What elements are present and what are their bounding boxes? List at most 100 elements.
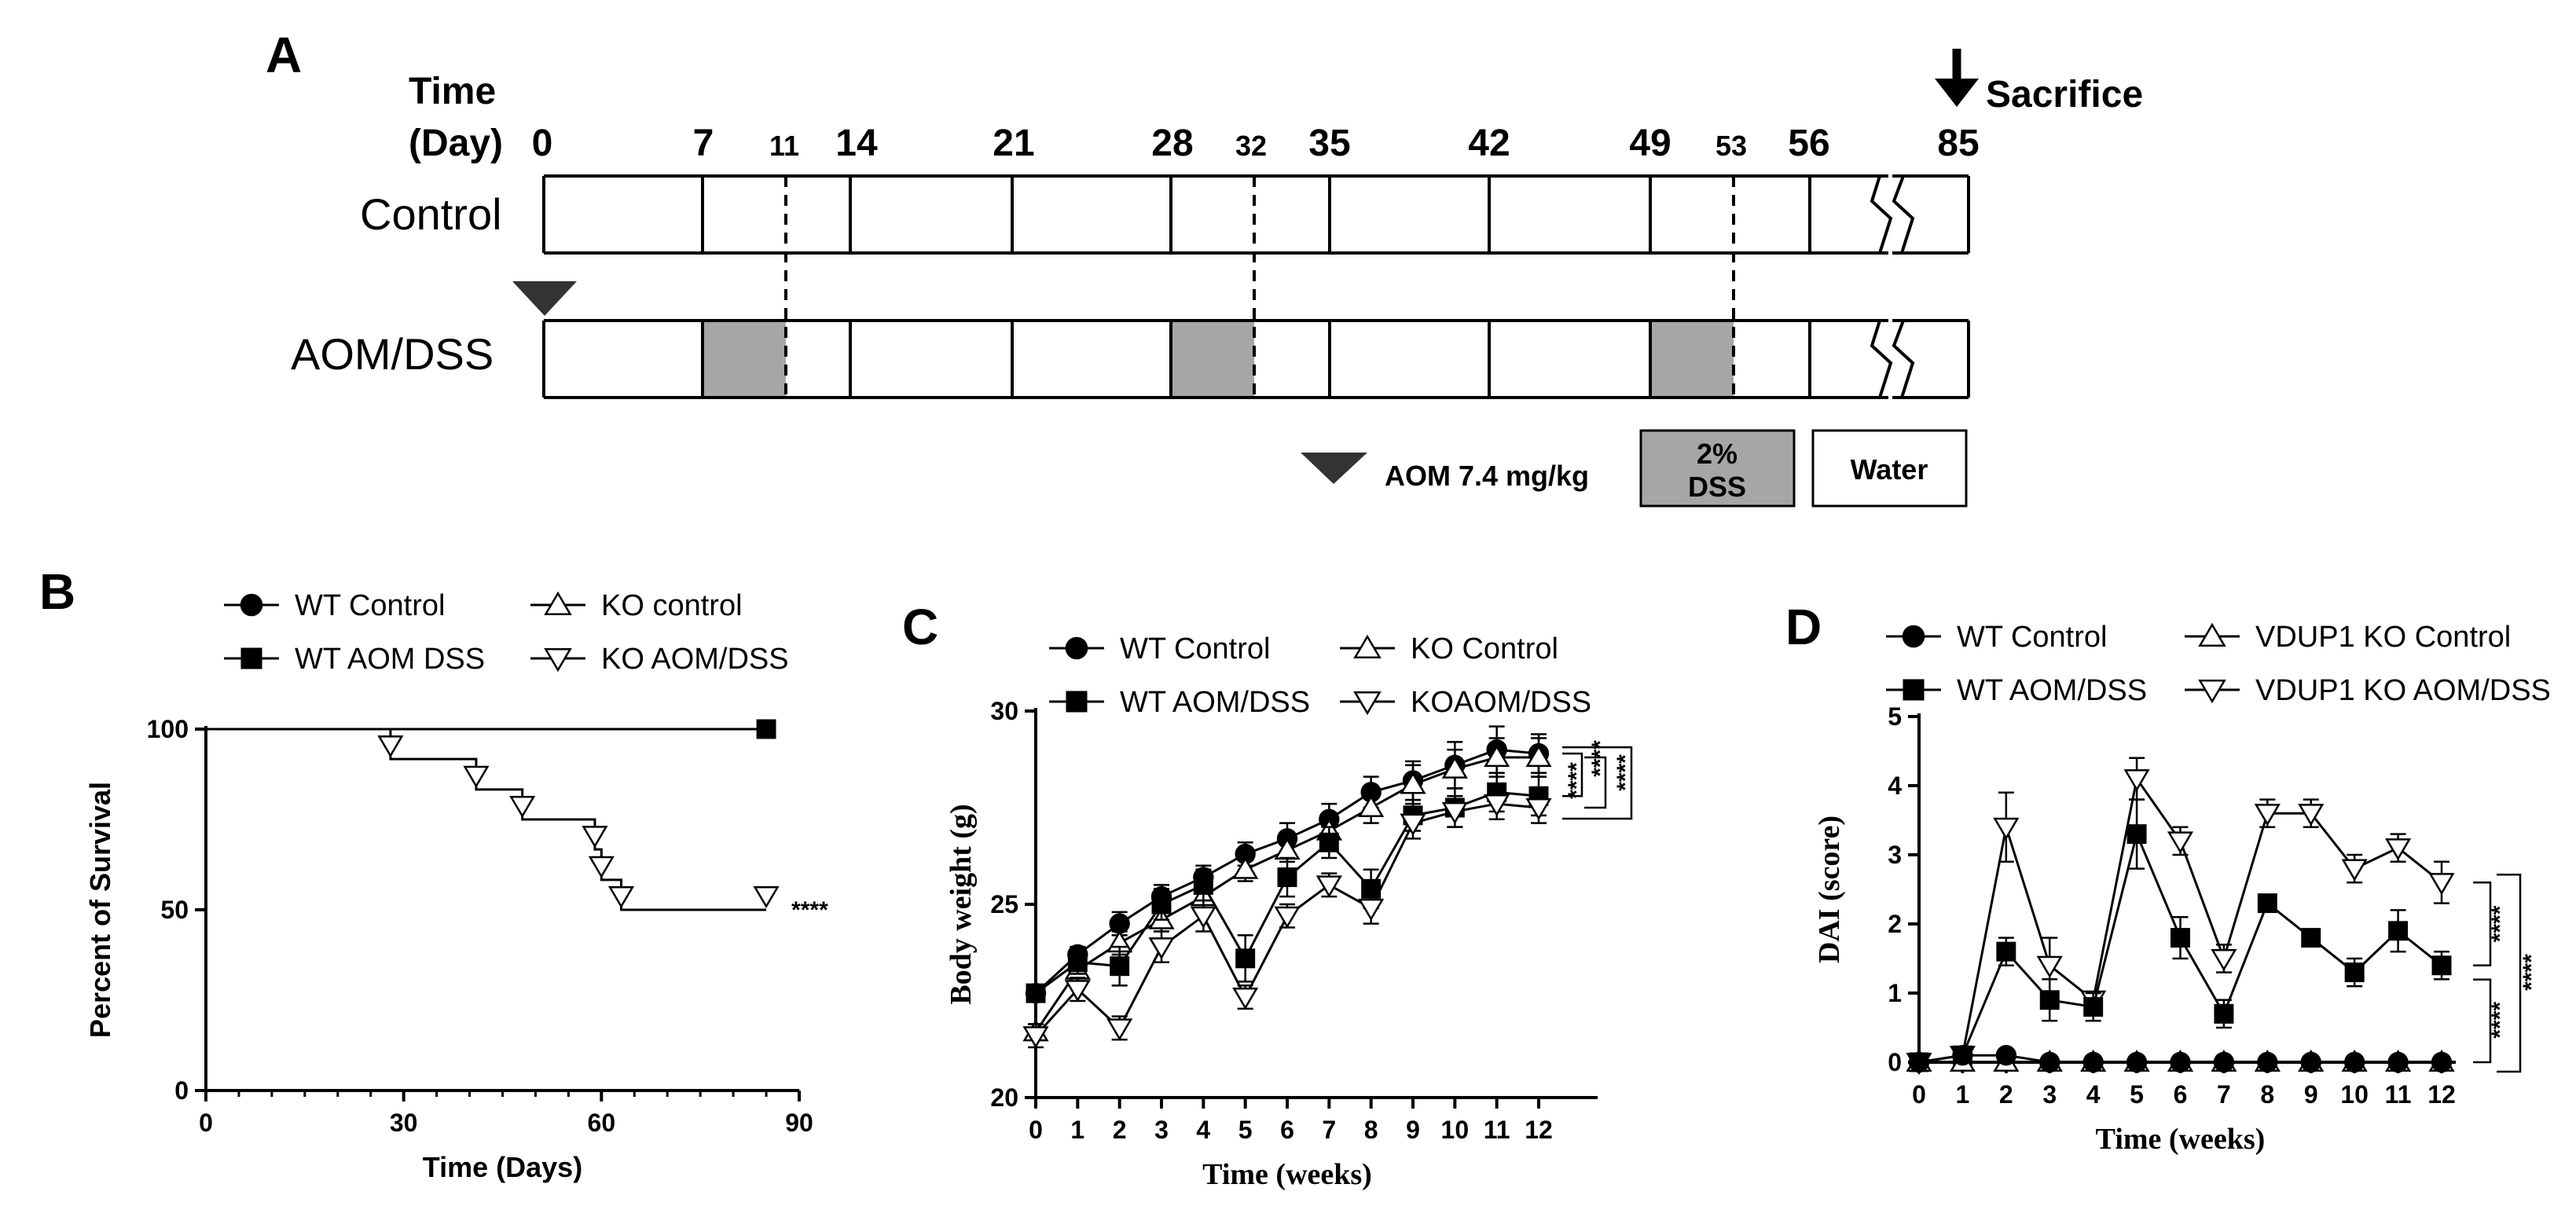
x-tick-label: 7 (2217, 1080, 2231, 1109)
significance-bracket (1584, 756, 1607, 809)
y-tick-label: 25 (990, 890, 1018, 918)
data-point-square (756, 719, 776, 739)
data-point-square (1193, 874, 1213, 895)
data-point-triangle-down (1484, 794, 1510, 817)
day-label: 35 (1308, 123, 1350, 164)
survival-step-line (206, 728, 767, 911)
dss-period-3 (1650, 321, 1734, 398)
data-point-triangle-down (1400, 813, 1426, 836)
data-point-triangle-down (377, 735, 404, 758)
data-point-circle (1109, 913, 1130, 934)
y-tick-label: 50 (160, 896, 189, 924)
water-legend-label: Water (1851, 453, 1928, 486)
x-tick-label: 12 (1525, 1116, 1553, 1144)
data-point-triangle-down (1358, 898, 1385, 922)
day-label: 28 (1151, 123, 1193, 164)
dss-legend-label: 2% (1697, 438, 1738, 470)
x-tick-label: 8 (1364, 1116, 1378, 1144)
legend-label: WT AOM/DSS (1957, 674, 2147, 707)
y-tick-label: 0 (1888, 1048, 1902, 1076)
dss-period-2 (1171, 321, 1254, 398)
data-point-triangle-down (1148, 937, 1175, 960)
dss-period-1 (703, 321, 786, 398)
data-point-square (1110, 956, 1130, 977)
x-tick-label: 7 (1322, 1116, 1336, 1144)
data-point-triangle-down (2036, 955, 2063, 978)
legend-label: WT Control (295, 589, 445, 622)
chart-legend: WT Control KO Control WT AOM/DSS KOAOM/DSS (1049, 632, 1591, 719)
data-point-triangle-down (2123, 769, 2150, 792)
data-point-square (2388, 921, 2409, 941)
legend-label: KO Control (1411, 632, 1558, 665)
data-point-square (2344, 962, 2365, 983)
data-point-circle (1065, 636, 1088, 660)
y-tick-label: 20 (990, 1083, 1018, 1112)
dai-score-chart: D WT Control VDUP1 KO Control WT AOM/DSS VD… (1785, 599, 2551, 1156)
aom-injection-icon (512, 281, 577, 316)
data-point-triangle-down (2211, 948, 2237, 972)
dss-end-dashed-lines (784, 176, 1735, 398)
significance-label: **** (791, 897, 828, 923)
data-point-triangle-down (544, 648, 572, 673)
data-point-triangle-up (1353, 634, 1382, 658)
day-label: 85 (1937, 123, 1979, 164)
day-label: 49 (1629, 123, 1671, 164)
data-point-circle (2343, 1051, 2365, 1073)
legend-label: WT AOM/DSS (1120, 686, 1310, 719)
sacrifice-arrow-icon (1935, 49, 1979, 107)
data-point-square (1903, 679, 1925, 701)
x-tick-label: 3 (2042, 1080, 2057, 1109)
timeline-panel: A Time (Day) 0 7 14 21 28 35 42 49 56 85… (266, 27, 2143, 508)
data-point-square (2039, 990, 2060, 1010)
data-point-circle (2170, 1051, 2191, 1073)
data-point-circle (240, 593, 263, 617)
y-tick-label: 1 (1888, 979, 1902, 1007)
data-point-triangle-down (607, 885, 635, 909)
data-point-square (1026, 983, 1046, 1003)
data-point-circle (1908, 1051, 1930, 1073)
data-point-square (1319, 832, 1339, 852)
data-point-square (2126, 824, 2147, 845)
data-point-circle (1235, 843, 1256, 865)
legend-label: KO control (601, 589, 743, 622)
data-point-triangle-down (1106, 1018, 1133, 1041)
data-point-square (240, 647, 262, 669)
x-axis-title: Time (Days) (423, 1151, 582, 1183)
data-point-triangle-down (1441, 801, 1468, 825)
day-label: 21 (993, 123, 1034, 164)
data-point-circle (2039, 1051, 2060, 1073)
dss-legend-label: DSS (1688, 471, 1746, 503)
aom-legend-label: AOM 7.4 mg/kg (1385, 460, 1589, 492)
data-point-circle (2213, 1051, 2235, 1073)
significance-bracket (2473, 978, 2492, 1064)
data-point-triangle-down (588, 856, 615, 878)
data-point-triangle-down (2254, 804, 2281, 827)
data-point-triangle-up (1441, 756, 1468, 779)
x-tick-label: 11 (1484, 1116, 1510, 1144)
x-tick-label: 5 (2130, 1080, 2144, 1109)
control-timeline-bar (542, 174, 1970, 255)
legend-label: KO AOM/DSS (601, 643, 789, 676)
data-point-triangle-down (1022, 1026, 1049, 1049)
panel-label-c: C (902, 599, 938, 655)
data-point-triangle-up (1484, 744, 1510, 768)
data-point-triangle-up (1232, 856, 1259, 879)
x-tick-label: 8 (2260, 1080, 2274, 1109)
x-tick-label: 4 (2086, 1080, 2101, 1109)
data-point-triangle-down (753, 885, 780, 909)
data-point-square (1151, 894, 1172, 915)
x-tick-label: 60 (588, 1109, 616, 1137)
data-point-triangle-down (2384, 838, 2412, 861)
x-tick-label: 5 (1238, 1116, 1253, 1144)
y-axis-title: Body weight (g) (945, 804, 978, 1004)
plot-area: 0 50 100 0 30 60 90 Time (Days) Percent of Survi… (84, 715, 828, 1183)
data-point-triangle-down (2167, 831, 2194, 854)
dss-end-day-label: 11 (769, 130, 799, 162)
panel-label-d: D (1785, 599, 1822, 655)
significance-label: **** (1587, 740, 1613, 777)
row-label-aomdss: AOM/DSS (291, 329, 494, 379)
y-tick-label: 3 (1888, 841, 1902, 869)
panel-label-a: A (266, 27, 302, 83)
